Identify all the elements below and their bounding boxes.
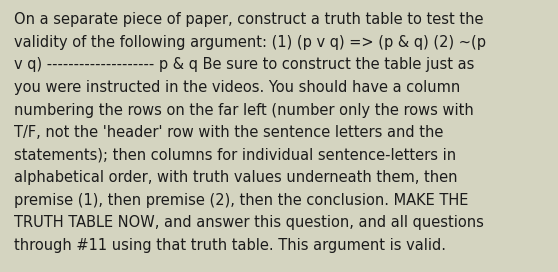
- Text: alphabetical order, with truth values underneath them, then: alphabetical order, with truth values un…: [14, 170, 458, 185]
- Text: validity of the following argument: (1) (p v q) => (p & q) (2) ~(p: validity of the following argument: (1) …: [14, 35, 486, 50]
- Text: T/F, not the 'header' row with the sentence letters and the: T/F, not the 'header' row with the sente…: [14, 125, 443, 140]
- Text: numbering the rows on the far left (number only the rows with: numbering the rows on the far left (numb…: [14, 103, 474, 118]
- Text: premise (1), then premise (2), then the conclusion. MAKE THE: premise (1), then premise (2), then the …: [14, 193, 468, 208]
- Text: v q) -------------------- p & q Be sure to construct the table just as: v q) -------------------- p & q Be sure …: [14, 57, 474, 72]
- Text: through #11 using that truth table. This argument is valid.: through #11 using that truth table. This…: [14, 238, 446, 253]
- Text: statements); then columns for individual sentence-letters in: statements); then columns for individual…: [14, 148, 456, 163]
- Text: you were instructed in the videos. You should have a column: you were instructed in the videos. You s…: [14, 80, 460, 95]
- Text: On a separate piece of paper, construct a truth table to test the: On a separate piece of paper, construct …: [14, 12, 483, 27]
- Text: TRUTH TABLE NOW, and answer this question, and all questions: TRUTH TABLE NOW, and answer this questio…: [14, 215, 484, 230]
